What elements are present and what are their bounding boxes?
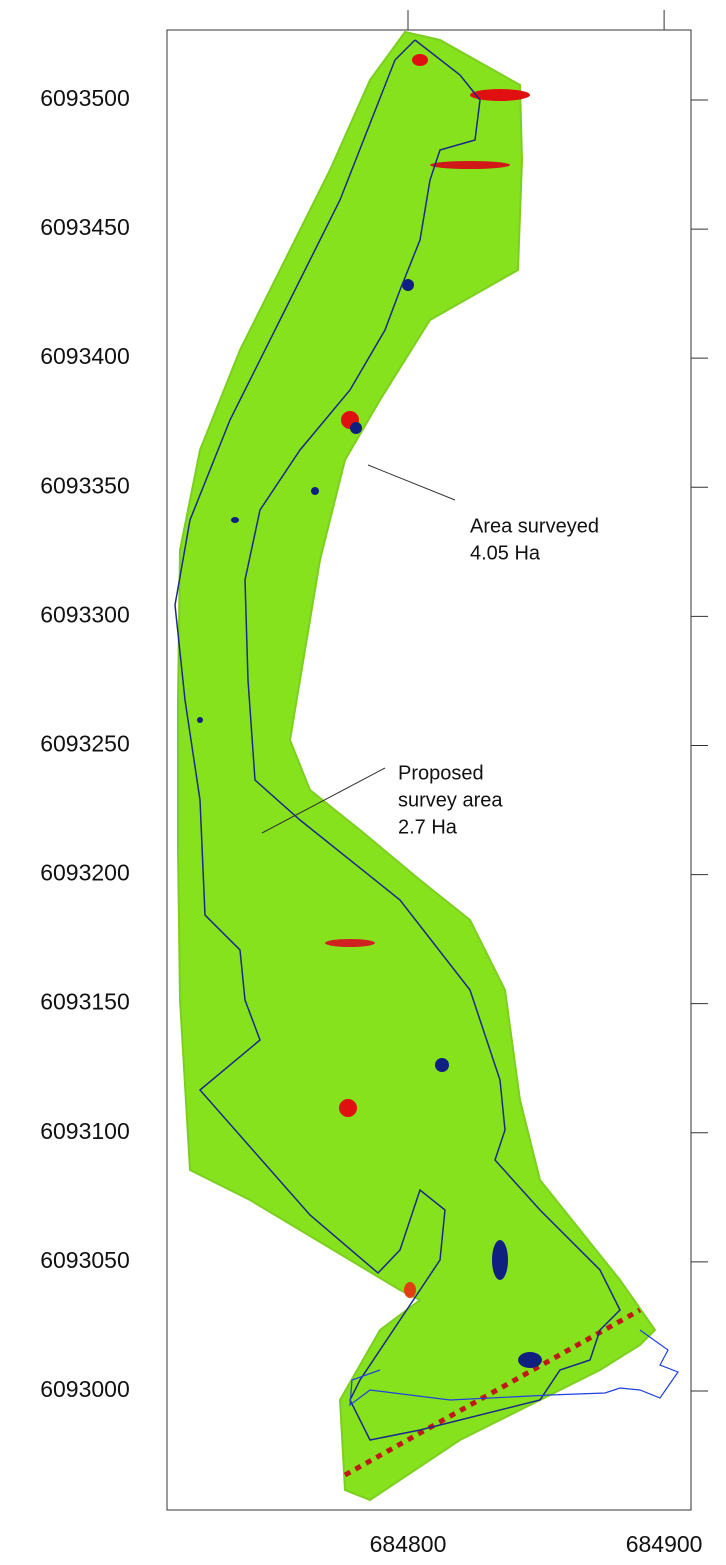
annotation-line: Proposed — [398, 762, 484, 784]
y-tick-label: 6093200 — [40, 860, 130, 886]
survey-map: Area surveyed 4.05 Ha Proposed survey area… — [0, 0, 726, 1565]
annotation: Area surveyed 4.05 Ha — [470, 515, 599, 564]
annotation-line: 2.7 Ha — [398, 816, 458, 838]
y-tick-label: 6093000 — [40, 1376, 130, 1402]
y-tick-label: 6093100 — [40, 1118, 130, 1144]
annotation-line: survey area — [398, 789, 503, 811]
y-tick-label: 6093500 — [40, 85, 130, 111]
y-tick-label: 6093250 — [40, 731, 130, 757]
y-tick-label: 6093400 — [40, 343, 130, 369]
y-tick-label: 6093150 — [40, 989, 130, 1015]
x-tick-label: 684900 — [626, 1531, 703, 1557]
y-tick-label: 6093300 — [40, 601, 130, 627]
x-tick-label: 684800 — [370, 1531, 447, 1557]
annotation-line: Area surveyed — [470, 515, 599, 537]
annotation-line: 4.05 Ha — [470, 542, 541, 564]
y-tick-label: 6093350 — [40, 472, 130, 498]
annotation: Proposed survey area 2.7 Ha — [398, 762, 503, 838]
y-tick-label: 6093050 — [40, 1247, 130, 1273]
y-tick-label: 6093450 — [40, 214, 130, 240]
leader-line — [368, 465, 455, 500]
